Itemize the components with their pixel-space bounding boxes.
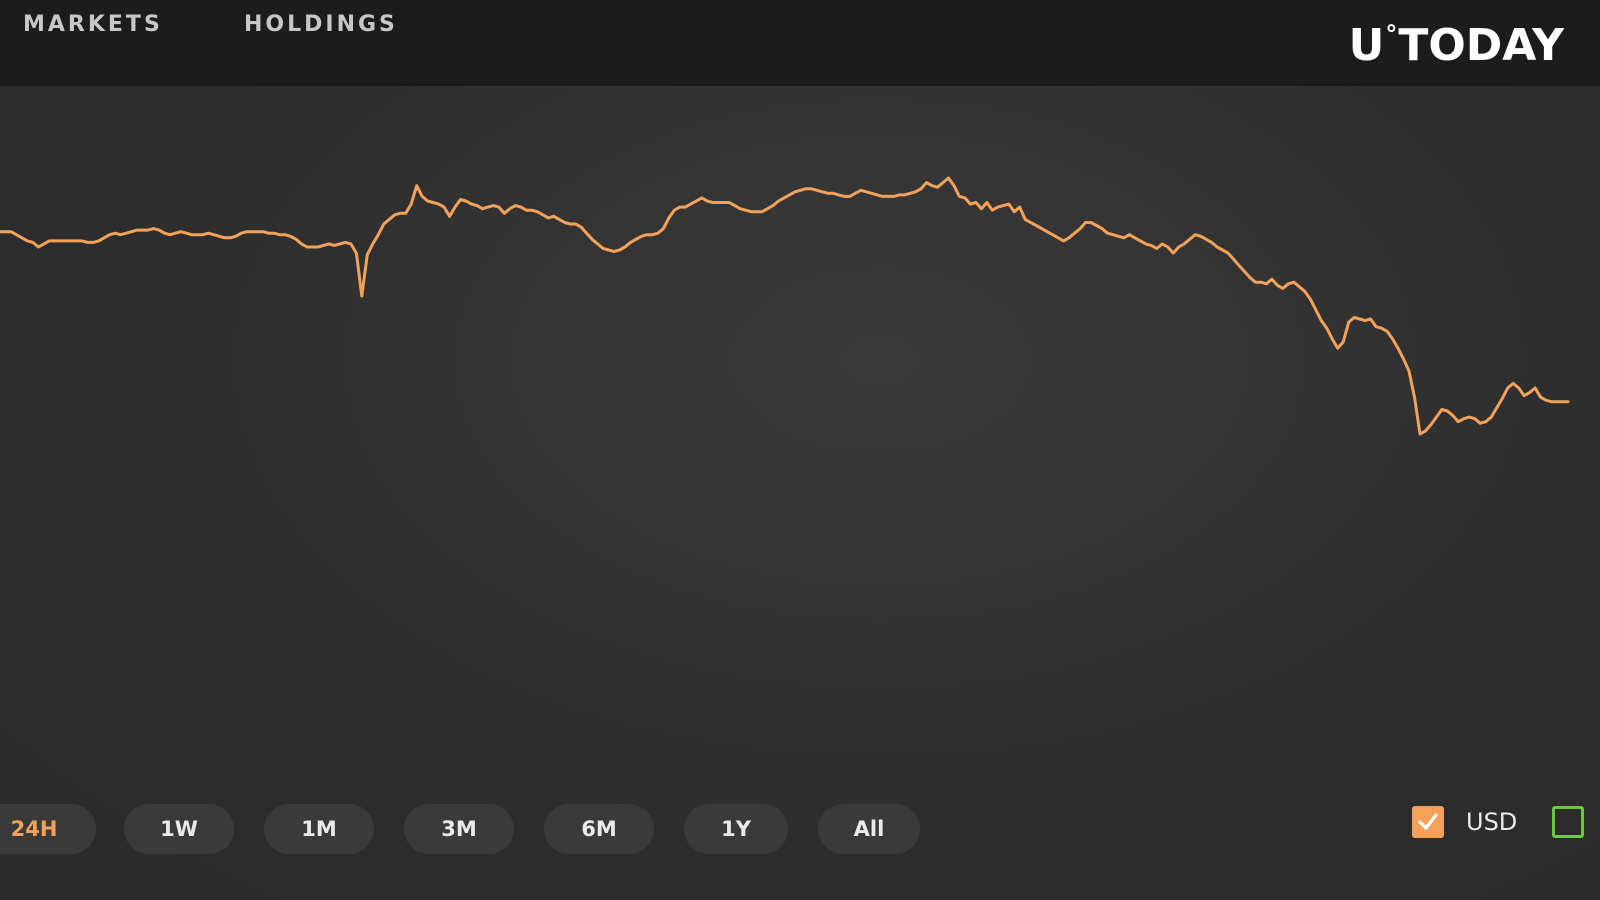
top-navigation-bar: MARKETS HOLDINGS U ° TODAY [0,0,1600,86]
price-line-chart[interactable] [0,86,1600,786]
logo-text-u: U [1348,20,1385,71]
range-button-24h[interactable]: 24H [0,804,96,854]
range-button-1w[interactable]: 1W [124,804,234,854]
currency-secondary-toggle[interactable] [1552,806,1584,838]
usd-checkbox[interactable] [1412,806,1444,838]
range-button-all[interactable]: All [818,804,920,854]
logo-text-today: TODAY [1398,20,1564,71]
tab-holdings[interactable]: HOLDINGS [244,12,398,37]
tab-markets[interactable]: MARKETS [23,12,163,37]
utoday-logo: U ° TODAY [1349,22,1564,70]
currency-usd-toggle[interactable]: USD [1412,806,1517,838]
price-series-line [0,176,1570,436]
range-button-1m[interactable]: 1M [264,804,374,854]
range-button-1y[interactable]: 1Y [684,804,788,854]
usd-label: USD [1466,808,1518,836]
secondary-currency-checkbox[interactable] [1552,806,1584,838]
logo-degree-mark: ° [1385,20,1398,48]
range-button-3m[interactable]: 3M [404,804,514,854]
checkmark-icon [1418,813,1438,830]
range-button-6m[interactable]: 6M [544,804,654,854]
